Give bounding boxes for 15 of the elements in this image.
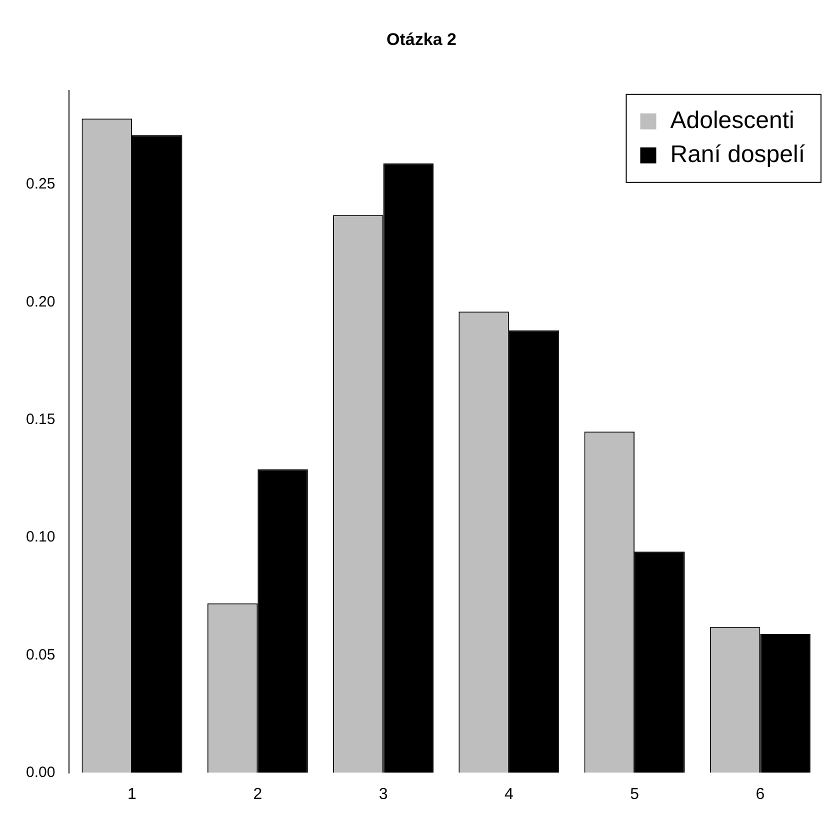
y-tick-label: 0.00 — [26, 764, 56, 781]
x-tick-label: 3 — [378, 786, 388, 803]
y-tick-label: 0.10 — [26, 528, 56, 546]
chart-title: Otázka 2 — [386, 30, 456, 49]
x-tick-label: 6 — [756, 786, 765, 803]
legend-label: Adolescenti — [670, 107, 794, 134]
x-tick-label: 1 — [128, 786, 137, 803]
x-tick-label: 5 — [630, 786, 640, 803]
y-tick-label: 0.05 — [26, 646, 56, 664]
x-tick-label: 4 — [504, 786, 514, 803]
y-tick-label: 0.25 — [26, 176, 56, 193]
y-tick-label: 0.15 — [26, 410, 56, 428]
legend-label: Raní dospelí — [670, 141, 806, 168]
x-tick-label: 2 — [253, 786, 262, 803]
y-tick-label: 0.20 — [26, 293, 56, 310]
